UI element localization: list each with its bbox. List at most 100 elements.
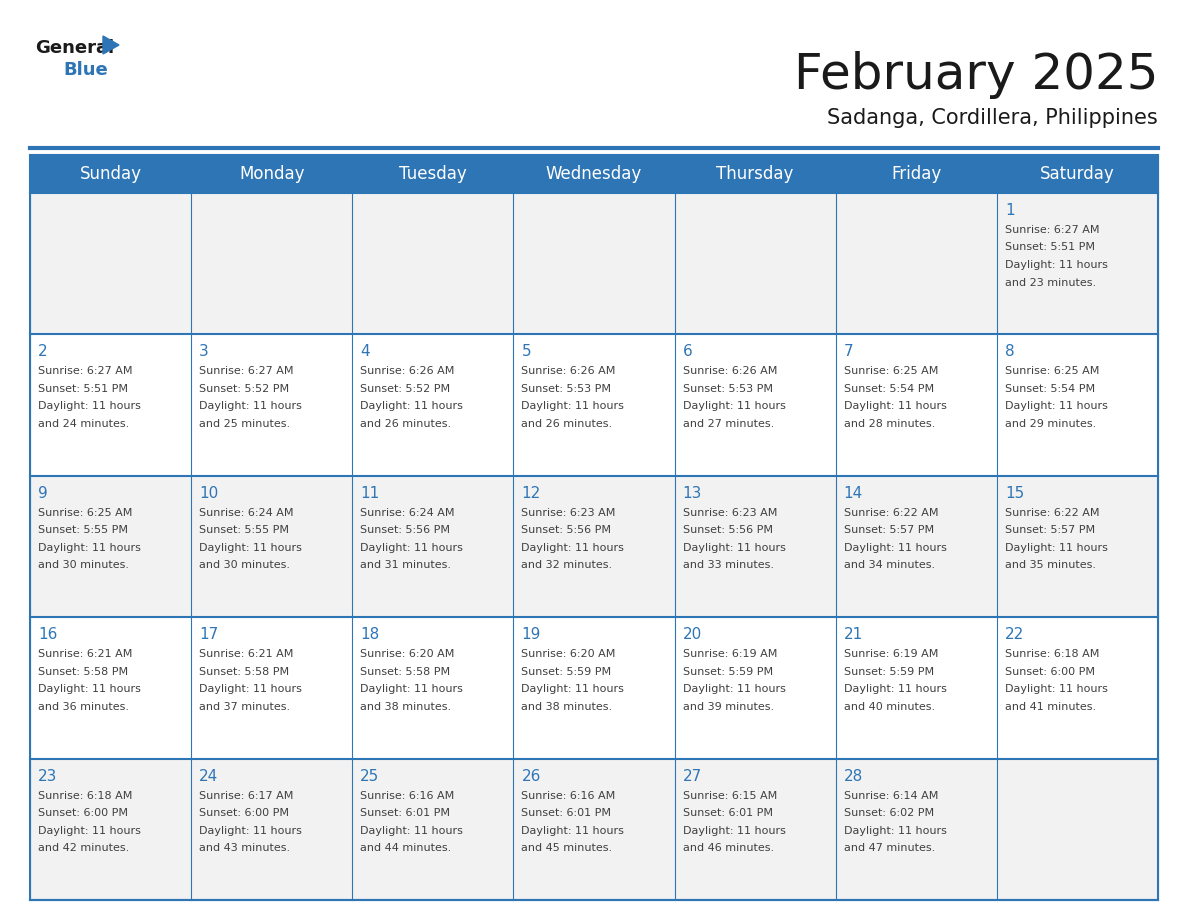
Text: Sunrise: 6:21 AM: Sunrise: 6:21 AM [38, 649, 132, 659]
Text: Sunrise: 6:25 AM: Sunrise: 6:25 AM [38, 508, 132, 518]
Text: Daylight: 11 hours: Daylight: 11 hours [683, 401, 785, 411]
Text: and 31 minutes.: and 31 minutes. [360, 560, 451, 570]
Bar [30, 476, 191, 617]
Bar [191, 193, 353, 334]
Bar [353, 617, 513, 758]
Text: and 38 minutes.: and 38 minutes. [360, 701, 451, 711]
Text: Saturday: Saturday [1040, 165, 1114, 183]
Text: Sunset: 5:53 PM: Sunset: 5:53 PM [683, 384, 772, 394]
Text: Sunrise: 6:17 AM: Sunrise: 6:17 AM [200, 790, 293, 800]
Text: Daylight: 11 hours: Daylight: 11 hours [522, 543, 625, 553]
Text: and 39 minutes.: and 39 minutes. [683, 701, 773, 711]
Text: and 26 minutes.: and 26 minutes. [360, 419, 451, 429]
Text: and 37 minutes.: and 37 minutes. [200, 701, 290, 711]
Text: General: General [34, 39, 114, 57]
Text: and 23 minutes.: and 23 minutes. [1005, 277, 1097, 287]
Text: Sunset: 5:56 PM: Sunset: 5:56 PM [522, 525, 612, 535]
Text: Sunset: 5:52 PM: Sunset: 5:52 PM [200, 384, 289, 394]
Text: 26: 26 [522, 768, 541, 784]
Bar [675, 758, 835, 900]
Bar [675, 193, 835, 334]
Text: Sunset: 5:59 PM: Sunset: 5:59 PM [843, 666, 934, 677]
Text: February 2025: February 2025 [794, 51, 1158, 99]
Text: Sunrise: 6:24 AM: Sunrise: 6:24 AM [200, 508, 293, 518]
Text: 13: 13 [683, 486, 702, 501]
Text: Sunrise: 6:22 AM: Sunrise: 6:22 AM [843, 508, 939, 518]
Text: Sunrise: 6:27 AM: Sunrise: 6:27 AM [200, 366, 293, 376]
Text: Daylight: 11 hours: Daylight: 11 hours [843, 684, 947, 694]
Text: Daylight: 11 hours: Daylight: 11 hours [200, 401, 302, 411]
Text: Sunset: 6:00 PM: Sunset: 6:00 PM [200, 808, 289, 818]
Text: and 46 minutes.: and 46 minutes. [683, 843, 773, 853]
Text: Sunset: 5:59 PM: Sunset: 5:59 PM [683, 666, 772, 677]
Bar [30, 155, 1158, 900]
Bar [353, 334, 513, 476]
Text: Sunrise: 6:27 AM: Sunrise: 6:27 AM [38, 366, 133, 376]
Text: 18: 18 [360, 627, 379, 643]
Text: and 29 minutes.: and 29 minutes. [1005, 419, 1097, 429]
Text: Sunset: 6:01 PM: Sunset: 6:01 PM [683, 808, 772, 818]
Bar [675, 617, 835, 758]
Text: Sunset: 5:52 PM: Sunset: 5:52 PM [360, 384, 450, 394]
Bar [835, 617, 997, 758]
Text: Daylight: 11 hours: Daylight: 11 hours [843, 825, 947, 835]
Text: and 26 minutes.: and 26 minutes. [522, 419, 613, 429]
Text: 7: 7 [843, 344, 853, 360]
Text: Sunrise: 6:14 AM: Sunrise: 6:14 AM [843, 790, 939, 800]
Text: Daylight: 11 hours: Daylight: 11 hours [683, 684, 785, 694]
Text: Thursday: Thursday [716, 165, 794, 183]
Text: Sunrise: 6:21 AM: Sunrise: 6:21 AM [200, 649, 293, 659]
Text: 20: 20 [683, 627, 702, 643]
Text: and 32 minutes.: and 32 minutes. [522, 560, 613, 570]
Text: and 28 minutes.: and 28 minutes. [843, 419, 935, 429]
Text: and 45 minutes.: and 45 minutes. [522, 843, 613, 853]
Text: Sunday: Sunday [80, 165, 141, 183]
Text: Sunset: 5:54 PM: Sunset: 5:54 PM [843, 384, 934, 394]
Bar [997, 476, 1158, 617]
Text: 4: 4 [360, 344, 369, 360]
Text: Sunset: 5:58 PM: Sunset: 5:58 PM [200, 666, 289, 677]
Bar [191, 334, 353, 476]
Text: 28: 28 [843, 768, 862, 784]
Text: and 30 minutes.: and 30 minutes. [38, 560, 129, 570]
Text: Daylight: 11 hours: Daylight: 11 hours [1005, 543, 1107, 553]
Text: Sunrise: 6:23 AM: Sunrise: 6:23 AM [683, 508, 777, 518]
Text: and 25 minutes.: and 25 minutes. [200, 419, 290, 429]
Bar [30, 758, 191, 900]
Text: Sunrise: 6:16 AM: Sunrise: 6:16 AM [522, 790, 615, 800]
Text: Sunset: 6:00 PM: Sunset: 6:00 PM [1005, 666, 1095, 677]
Text: Daylight: 11 hours: Daylight: 11 hours [683, 543, 785, 553]
Text: Daylight: 11 hours: Daylight: 11 hours [38, 401, 141, 411]
Text: and 35 minutes.: and 35 minutes. [1005, 560, 1095, 570]
Text: and 36 minutes.: and 36 minutes. [38, 701, 129, 711]
Text: Daylight: 11 hours: Daylight: 11 hours [843, 543, 947, 553]
Text: 22: 22 [1005, 627, 1024, 643]
Bar [997, 758, 1158, 900]
Bar [191, 476, 353, 617]
Text: 15: 15 [1005, 486, 1024, 501]
Text: Monday: Monday [239, 165, 304, 183]
Bar [835, 758, 997, 900]
Bar [353, 758, 513, 900]
Text: Sunset: 5:56 PM: Sunset: 5:56 PM [360, 525, 450, 535]
Text: 3: 3 [200, 344, 209, 360]
Text: Daylight: 11 hours: Daylight: 11 hours [522, 825, 625, 835]
Bar [997, 617, 1158, 758]
Text: Sunrise: 6:26 AM: Sunrise: 6:26 AM [683, 366, 777, 376]
Text: Sunset: 5:59 PM: Sunset: 5:59 PM [522, 666, 612, 677]
Bar [353, 193, 513, 334]
Text: Sunrise: 6:20 AM: Sunrise: 6:20 AM [522, 649, 615, 659]
Text: Sunrise: 6:22 AM: Sunrise: 6:22 AM [1005, 508, 1099, 518]
Text: 1: 1 [1005, 203, 1015, 218]
Text: 24: 24 [200, 768, 219, 784]
Text: Wednesday: Wednesday [545, 165, 643, 183]
Text: 23: 23 [38, 768, 57, 784]
Text: and 41 minutes.: and 41 minutes. [1005, 701, 1097, 711]
Text: Sadanga, Cordillera, Philippines: Sadanga, Cordillera, Philippines [827, 108, 1158, 128]
Text: Daylight: 11 hours: Daylight: 11 hours [360, 543, 463, 553]
Text: Sunrise: 6:18 AM: Sunrise: 6:18 AM [38, 790, 132, 800]
Text: Sunset: 5:55 PM: Sunset: 5:55 PM [38, 525, 128, 535]
Text: Daylight: 11 hours: Daylight: 11 hours [360, 401, 463, 411]
Text: 2: 2 [38, 344, 48, 360]
Text: Sunset: 5:53 PM: Sunset: 5:53 PM [522, 384, 612, 394]
